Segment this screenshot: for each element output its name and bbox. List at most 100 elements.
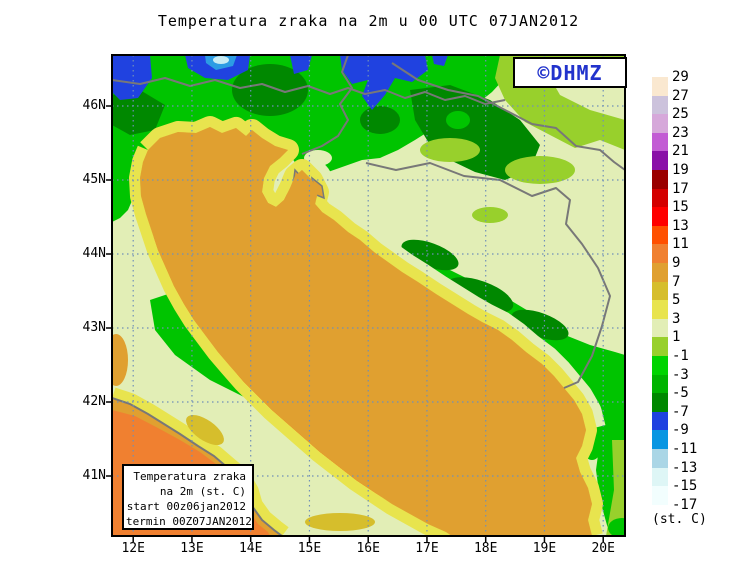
legend-level-label: -13 bbox=[672, 459, 698, 476]
tyrrhenian-coastline bbox=[112, 397, 283, 536]
legend-level-label: -1 bbox=[672, 348, 689, 364]
map-title: Temperatura zraka na 2m u 00 UTC 07JAN20… bbox=[157, 12, 580, 30]
legend-color-swatch bbox=[652, 356, 668, 376]
lon-tick-label: 18E bbox=[473, 541, 498, 556]
lat-tick-label: 44N bbox=[82, 246, 106, 261]
run-info-line: termin 00Z07JAN2012 bbox=[126, 515, 252, 528]
legend-color-swatch bbox=[652, 300, 668, 320]
dhmz-logo: ©DHMZ bbox=[513, 57, 627, 88]
lon-tick-label: 14E bbox=[238, 541, 263, 556]
legend-color-swatch bbox=[652, 449, 668, 469]
legend-color-swatch bbox=[652, 467, 668, 487]
legend-level-label: 17 bbox=[672, 180, 689, 197]
legend-level-label: 13 bbox=[672, 217, 689, 234]
coast-mustard bbox=[186, 414, 224, 446]
legend-level-label: -5 bbox=[672, 385, 689, 402]
lon-tick-label: 17E bbox=[415, 541, 439, 556]
alpine-blue-small bbox=[290, 55, 312, 74]
legend-level-label: -7 bbox=[672, 403, 689, 420]
legend-level-label: 9 bbox=[672, 255, 681, 271]
lat-tick-label: 42N bbox=[82, 394, 106, 409]
lon-tick-label: 15E bbox=[297, 541, 322, 556]
legend-color-swatch bbox=[652, 337, 668, 357]
run-info-line: na 2m (st. C) bbox=[159, 485, 246, 498]
border-italy-slovenia bbox=[301, 55, 353, 155]
legend-color-swatch bbox=[652, 486, 668, 506]
run-info-line: Temperatura zraka bbox=[133, 470, 246, 483]
slavonia-patch bbox=[420, 138, 480, 162]
lon-tick-label: 20E bbox=[591, 541, 615, 556]
lat-tick-label: 43N bbox=[82, 320, 106, 335]
lon-tick-label: 19E bbox=[532, 541, 557, 556]
run-info-line: start 00z06jan2012 bbox=[126, 500, 246, 513]
lon-tick-label: 12E bbox=[121, 541, 145, 556]
legend-level-label: 29 bbox=[672, 69, 689, 85]
right-edge-strip bbox=[606, 440, 625, 536]
legend-color-swatch bbox=[652, 411, 668, 431]
dhmz-logo-text: ©DHMZ bbox=[537, 60, 603, 85]
lon-tick-label: 16E bbox=[356, 541, 380, 556]
slavonia-patch2 bbox=[505, 156, 575, 184]
legend-color-swatch bbox=[652, 132, 668, 152]
legend-color-swatch bbox=[652, 430, 668, 450]
corner-green bbox=[608, 518, 625, 536]
legend-level-label: 15 bbox=[672, 199, 689, 216]
legend-level-label: -15 bbox=[672, 478, 698, 495]
lon-tick-label: 13E bbox=[180, 541, 204, 556]
legend-color-swatch bbox=[652, 263, 668, 283]
legend-level-label: 27 bbox=[672, 87, 689, 104]
lat-tick-label: 41N bbox=[82, 468, 106, 483]
legend-color-swatch bbox=[652, 170, 668, 190]
legend-unit-label: (st. C) bbox=[652, 512, 707, 527]
legend-level-label: 11 bbox=[672, 236, 689, 253]
lat-tick-label: 46N bbox=[82, 98, 106, 113]
legend-level-label: 3 bbox=[672, 310, 681, 327]
lat-tick-label: 45N bbox=[82, 172, 106, 187]
legend-color-swatch bbox=[652, 77, 668, 97]
dinaric-dark3 bbox=[511, 309, 569, 341]
alpine-palecyan bbox=[213, 56, 229, 64]
legend-level-label: -17 bbox=[672, 496, 698, 513]
legend-color-swatch bbox=[652, 151, 668, 171]
legend-level-label: 19 bbox=[672, 162, 689, 178]
legend-level-label: 5 bbox=[672, 292, 681, 309]
legend-color-swatch bbox=[652, 225, 668, 245]
alpine-blue-west bbox=[112, 55, 152, 100]
legend-color-swatch bbox=[652, 281, 668, 301]
dinaric-dark2 bbox=[446, 277, 514, 313]
green-patch-mid bbox=[472, 207, 508, 223]
alpine-blue-tiny bbox=[432, 55, 448, 66]
legend-color-swatch bbox=[652, 95, 668, 115]
legend-color-swatch bbox=[652, 114, 668, 134]
legend-level-label: -9 bbox=[672, 422, 689, 439]
legend-color-swatch bbox=[652, 207, 668, 227]
legend-level-label: 7 bbox=[672, 273, 681, 290]
dark-green-alps-west bbox=[112, 90, 165, 135]
alpine-blue-east bbox=[340, 55, 428, 110]
legend-level-label: 23 bbox=[672, 124, 689, 141]
dark-green-gorski-kotar bbox=[410, 85, 540, 180]
legend-level-label: -11 bbox=[672, 441, 698, 457]
puglia-mustard bbox=[305, 513, 375, 531]
dinaric-dark1 bbox=[401, 239, 459, 271]
border-croatia-bosnia bbox=[365, 162, 611, 389]
legend-color-swatch bbox=[652, 393, 668, 413]
legend-level-label: 21 bbox=[672, 143, 689, 160]
axis-ticks bbox=[106, 105, 604, 542]
legend-color-swatch bbox=[652, 374, 668, 394]
dark-green-blob bbox=[360, 106, 400, 134]
legend-color-swatch bbox=[652, 318, 668, 338]
legend-level-label: 1 bbox=[672, 329, 681, 346]
run-info-box: Temperatura zraka na 2m (st. C) start 00z0… bbox=[122, 464, 254, 530]
legend-color-swatch bbox=[652, 188, 668, 208]
legend-level-label: 25 bbox=[672, 106, 689, 123]
border-alps bbox=[112, 77, 506, 105]
dark-green-alps-center bbox=[232, 64, 308, 116]
west-amber bbox=[112, 334, 128, 386]
green-spot bbox=[446, 111, 470, 129]
legend-color-swatch bbox=[652, 244, 668, 264]
border-hungary bbox=[391, 62, 625, 171]
legend-level-label: -3 bbox=[672, 366, 689, 383]
